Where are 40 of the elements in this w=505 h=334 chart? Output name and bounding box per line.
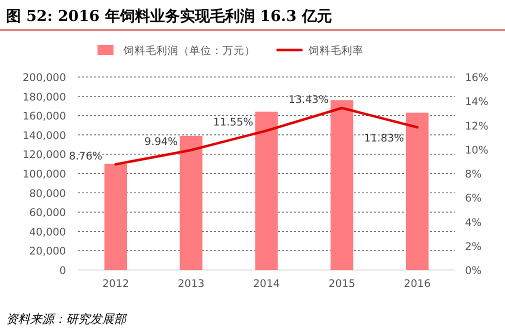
y-tick-label: 180,000 — [22, 91, 66, 104]
x-tick-label: 2016 — [404, 278, 431, 290]
y2-tick-label: 10% — [465, 144, 488, 156]
legend-label: 饲料毛利率 — [308, 44, 364, 57]
chart-title: 图 52: 2016 年饲料业务实现毛利润 16.3 亿元 — [6, 7, 332, 25]
y2-tick-label: 12% — [465, 120, 488, 132]
y-tick-label: 160,000 — [22, 110, 66, 123]
data-label: 8.76% — [69, 150, 102, 162]
y2-tick-label: 16% — [465, 72, 488, 84]
legend-label: 饲料毛利润（单位：万元） — [122, 44, 256, 57]
y-tick-label: 40,000 — [29, 226, 66, 238]
y2-tick-label: 2% — [465, 240, 482, 253]
y2-tick-label: 14% — [465, 96, 488, 108]
y-tick-label: 60,000 — [29, 207, 66, 220]
y2-tick-label: 0% — [465, 265, 482, 277]
y-tick-label: 200,000 — [22, 72, 66, 84]
y2-tick-label: 8% — [465, 168, 482, 180]
y-tick-label: 80,000 — [29, 188, 66, 200]
bar — [180, 136, 202, 270]
y-tick-label: 140,000 — [22, 130, 66, 142]
bar — [104, 164, 128, 270]
x-tick-label: 2015 — [328, 278, 356, 290]
y-tick-label: 0 — [59, 265, 66, 277]
text: 资料来源：研究发展部 — [6, 312, 128, 326]
x-tick-label: 2012 — [102, 278, 130, 290]
x-tick-label: 2014 — [253, 278, 280, 290]
y2-tick-label: 4% — [465, 216, 482, 229]
bar — [255, 112, 278, 270]
x-tick-label: 2013 — [178, 278, 204, 290]
y-tick-label: 20,000 — [29, 246, 66, 258]
data-label: 9.94% — [144, 136, 178, 148]
bar — [330, 100, 354, 270]
data-label: 13.43% — [288, 94, 329, 106]
bar — [406, 112, 429, 270]
line-series — [114, 106, 419, 166]
y-tick-label: 120,000 — [22, 149, 66, 162]
data-label: 11.55% — [213, 116, 254, 129]
y2-tick-label: 6% — [465, 192, 482, 205]
data-label: 11.83% — [364, 132, 404, 144]
y-tick-label: 100,000 — [22, 168, 66, 180]
